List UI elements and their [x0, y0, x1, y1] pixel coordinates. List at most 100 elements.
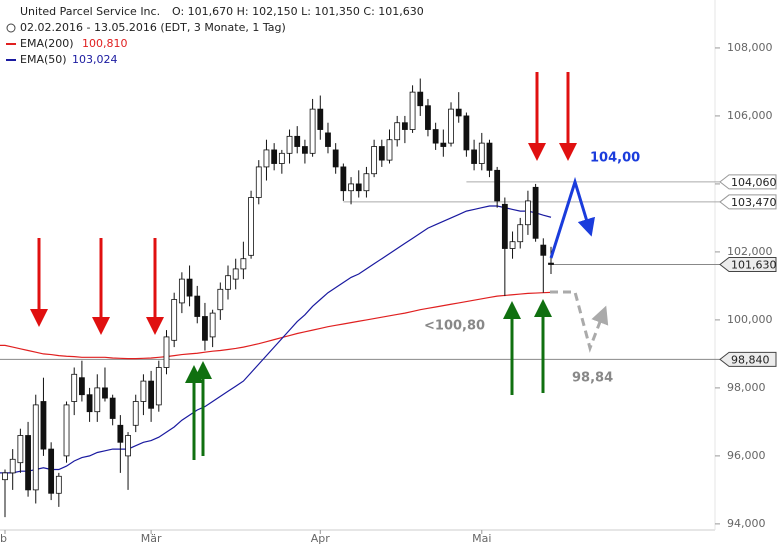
- candle-body: [309, 108, 316, 154]
- candle-body: [63, 404, 70, 457]
- candle-body: [225, 275, 231, 290]
- candle-body: [32, 404, 39, 491]
- y-tick-label: 106,000: [727, 109, 773, 122]
- candle-body: [386, 139, 393, 161]
- candle-body: [109, 397, 116, 419]
- candle-body: [278, 152, 285, 164]
- candle-body: [478, 142, 485, 164]
- candle-body: [532, 186, 539, 239]
- candle-body: [255, 166, 262, 198]
- candle-body: [194, 295, 201, 317]
- candle-body: [25, 435, 31, 491]
- legend-value: 103,024: [72, 53, 118, 66]
- ema-line: [0, 205, 552, 474]
- arrow: [550, 290, 609, 353]
- candle-body: [432, 129, 439, 144]
- candle-body: [494, 169, 501, 202]
- y-tick-label: 98,000: [727, 381, 766, 394]
- candle-body: [355, 183, 362, 192]
- candle-body: [332, 149, 339, 168]
- candle-body: [325, 132, 331, 147]
- x-tick-label: Mär: [141, 532, 162, 545]
- candle-body: [171, 299, 178, 341]
- candle-body: [378, 146, 385, 161]
- candle-body: [186, 278, 193, 297]
- candle-body: [455, 108, 462, 117]
- chart-subtitle: 02.02.2016 - 13.05.2016 (EDT, 3 Monate, …: [20, 21, 286, 34]
- candle-body: [217, 288, 224, 311]
- candle-body: [271, 149, 278, 164]
- candle-body: [348, 183, 354, 192]
- candle-body: [540, 244, 547, 256]
- candle-body: [148, 380, 155, 409]
- candle-body: [240, 258, 247, 270]
- candle-body: [517, 224, 524, 243]
- candle-body: [471, 149, 477, 164]
- price-tag-label: 101,630: [731, 258, 777, 271]
- candle-body: [525, 200, 531, 226]
- candle-body: [17, 435, 24, 464]
- candle-body: [417, 91, 424, 107]
- candle-body: [548, 262, 554, 265]
- candle-body: [202, 316, 208, 341]
- candle-body: [501, 203, 508, 249]
- price-tag: [719, 256, 777, 272]
- candle-body: [155, 367, 162, 406]
- x-tick-label: Mai: [472, 532, 491, 545]
- price-tag: [719, 194, 777, 210]
- price-tag-label: 103,470: [731, 196, 777, 209]
- legend-label: EMA(200): [20, 37, 74, 50]
- y-tick-label: 108,000: [727, 41, 773, 54]
- candle-body: [317, 108, 324, 130]
- y-tick-label: 96,000: [727, 449, 766, 462]
- annotation: 98,84: [572, 371, 613, 386]
- candle-body: [263, 149, 270, 168]
- quote: O: 101,670 H: 102,150 L: 101,350 C: 101,…: [172, 5, 424, 18]
- legend-label: EMA(50): [20, 53, 67, 66]
- candle-body: [163, 336, 170, 368]
- x-tick-label: b: [0, 532, 7, 545]
- chart-title: United Parcel Service Inc.: [20, 5, 160, 18]
- candle-body: [55, 475, 62, 494]
- arrow: [549, 176, 595, 259]
- candle-body: [440, 142, 447, 147]
- candle-body: [140, 380, 147, 402]
- candle-body: [401, 122, 408, 130]
- candle-body: [486, 142, 493, 171]
- candle-body: [132, 401, 139, 426]
- candle-body: [425, 105, 431, 130]
- candle-body: [2, 472, 8, 481]
- candle-body: [509, 241, 516, 249]
- price-tag: [719, 174, 777, 190]
- candle-body: [363, 173, 370, 192]
- y-tick-label: 94,000: [727, 517, 766, 530]
- candle-body: [94, 387, 101, 413]
- candle-body: [409, 91, 416, 130]
- clock-icon: [6, 23, 16, 33]
- candle-body: [232, 268, 239, 280]
- x-tick-label: Apr: [311, 532, 331, 545]
- y-tick-label: 100,000: [727, 313, 773, 326]
- candle-body: [79, 377, 85, 396]
- candle-body: [125, 435, 131, 457]
- candle-body: [117, 424, 124, 443]
- candle-body: [302, 146, 308, 154]
- candle-body: [9, 458, 16, 474]
- annotation: 104,00: [590, 151, 640, 166]
- annotation: <100,80: [424, 319, 485, 334]
- candle-body: [286, 135, 293, 154]
- candle-body: [102, 387, 108, 399]
- candle-body: [86, 394, 93, 413]
- candle-body: [71, 373, 78, 402]
- candle-body: [371, 146, 378, 175]
- price-tag-label: 98,840: [731, 353, 770, 366]
- candle-body: [340, 166, 347, 192]
- legend-value: 100,810: [82, 37, 128, 50]
- annotations: 104,00 <100,80 98,84: [30, 72, 640, 460]
- candle-body: [40, 401, 47, 450]
- candle-body: [48, 448, 55, 494]
- y-tick-label: 102,000: [727, 245, 773, 258]
- header: United Parcel Service Inc. O: 101,670 H:…: [6, 5, 424, 66]
